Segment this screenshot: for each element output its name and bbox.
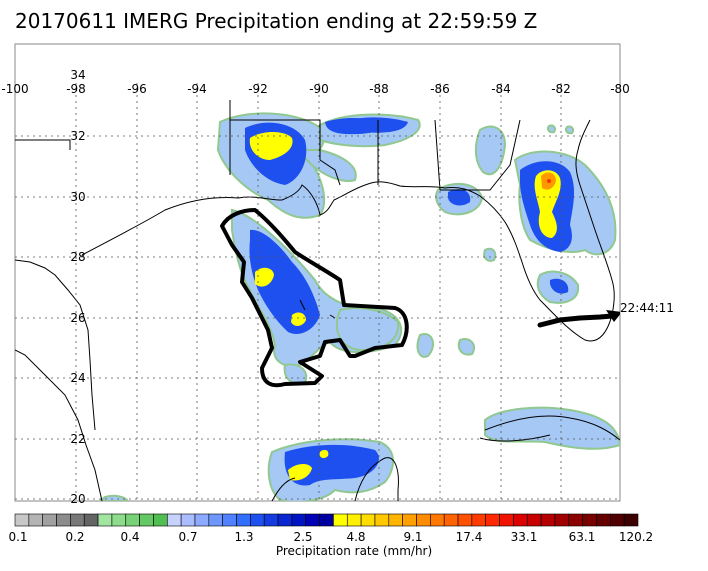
colorbar-swatch <box>70 513 85 527</box>
colorbar-swatch <box>596 513 611 527</box>
colorbar-label: Precipitation rate (mm/hr) <box>275 544 433 558</box>
colorbar-swatch <box>305 513 320 527</box>
latitude-tick-label: 22 <box>70 432 85 446</box>
latitude-tick-label: 26 <box>70 311 85 325</box>
colorbar-swatch <box>346 513 362 527</box>
coastlines <box>15 100 620 501</box>
latitude-tick-label: 28 <box>70 250 85 264</box>
longitude-tick-label: -82 <box>551 82 571 96</box>
track-time-label: 22:44:11 <box>620 301 674 315</box>
colorbar-swatch <box>291 513 307 527</box>
colorbar-tick-label: 1.3 <box>234 530 253 544</box>
longitude-tick-label: -96 <box>127 82 147 96</box>
colorbar-swatch <box>554 513 570 527</box>
colorbar-swatch <box>250 513 265 527</box>
colorbar-swatch <box>374 513 390 527</box>
latitude-tick-label: 24 <box>70 371 85 385</box>
colorbar-swatch <box>499 513 514 527</box>
colorbar-swatch <box>610 513 625 527</box>
precip-red <box>547 179 551 183</box>
colorbar-tick-label: 120.2 <box>619 530 653 544</box>
latitude-tick-label: 20 <box>70 492 85 506</box>
colorbar-tick-label: 33.1 <box>511 530 538 544</box>
track-arrow-icon <box>606 310 620 322</box>
longitude-tick-label: -84 <box>491 82 511 96</box>
latitude-tick-label: 30 <box>70 190 85 204</box>
colorbar-swatch <box>540 513 556 527</box>
colorbar-swatch <box>416 513 431 527</box>
colorbar-swatch <box>430 513 445 527</box>
longitude-tick-label: -94 <box>187 82 207 96</box>
precip-yellow <box>249 132 561 481</box>
colorbar-swatch <box>623 513 639 527</box>
colorbar-swatch <box>360 513 376 527</box>
page-title: 20170611 IMERG Precipitation ending at 2… <box>15 9 538 33</box>
colorbar-swatch <box>14 513 30 527</box>
colorbar-swatch <box>402 513 417 527</box>
colorbar-swatch <box>83 513 99 527</box>
colorbar-swatch <box>56 513 71 527</box>
longitude-tick-label: -98 <box>66 82 86 96</box>
longitude-tick-label: -90 <box>309 82 329 96</box>
latitude-tick-labels: 34 32 30 28 26 24 22 20 <box>70 68 85 506</box>
graticule <box>15 83 620 501</box>
latitude-tick-label: 32 <box>70 129 85 143</box>
colorbar-tick-label: 17.4 <box>456 530 483 544</box>
colorbar-tick-label: 0.2 <box>65 530 84 544</box>
colorbar-swatch <box>513 513 528 527</box>
latitude-tick-label: 34 <box>70 68 85 82</box>
colorbar-swatch <box>208 513 223 527</box>
longitude-tick-label: -80 <box>610 82 630 96</box>
colorbar-swatch <box>222 513 237 527</box>
longitude-tick-label: -92 <box>248 82 268 96</box>
colorbar-tick-label: 63.1 <box>569 530 596 544</box>
colorbar-tick-label: 0.7 <box>178 530 197 544</box>
colorbar-swatch <box>443 513 459 527</box>
colorbar-swatch <box>194 513 210 527</box>
colorbar-swatch <box>333 513 348 527</box>
colorbar-tick-label: 4.8 <box>346 530 365 544</box>
colorbar-swatch <box>97 513 113 527</box>
colorbar-swatch <box>153 513 168 527</box>
colorbar-swatch <box>582 513 597 527</box>
longitude-tick-labels: -100 -98 -96 -94 -92 -90 -88 -86 -84 -82 -80 <box>1 82 629 96</box>
colorbar-swatch <box>111 513 127 527</box>
colorbar-swatch <box>568 513 583 527</box>
storm-contour <box>220 208 409 388</box>
longitude-tick-label: -88 <box>369 82 389 96</box>
longitude-tick-label: -100 <box>1 82 28 96</box>
colorbar-swatch <box>139 513 154 527</box>
colorbar-tick-label: 2.5 <box>293 530 312 544</box>
colorbar-swatch <box>263 513 279 527</box>
colorbar-swatch <box>388 513 403 527</box>
colorbar-tick-label: 9.1 <box>403 530 422 544</box>
colorbar-swatch <box>471 513 487 527</box>
colorbar-swatch <box>28 513 43 527</box>
colorbar-swatch <box>485 513 500 527</box>
colorbar-swatch <box>180 513 196 527</box>
colorbar-tick-label: 0.4 <box>120 530 139 544</box>
colorbar-swatch <box>277 513 293 527</box>
colorbar-swatch <box>42 513 57 527</box>
colorbar-swatch <box>125 513 140 527</box>
colorbar-swatch <box>236 513 251 527</box>
satellite-track <box>537 313 615 328</box>
colorbar-swatch <box>457 513 473 527</box>
colorbar-swatch <box>319 513 334 527</box>
longitude-tick-label: -86 <box>430 82 450 96</box>
colorbar-swatch <box>166 513 182 527</box>
colorbar-tick-label: 0.1 <box>8 530 27 544</box>
colorbar-swatch <box>526 513 542 527</box>
